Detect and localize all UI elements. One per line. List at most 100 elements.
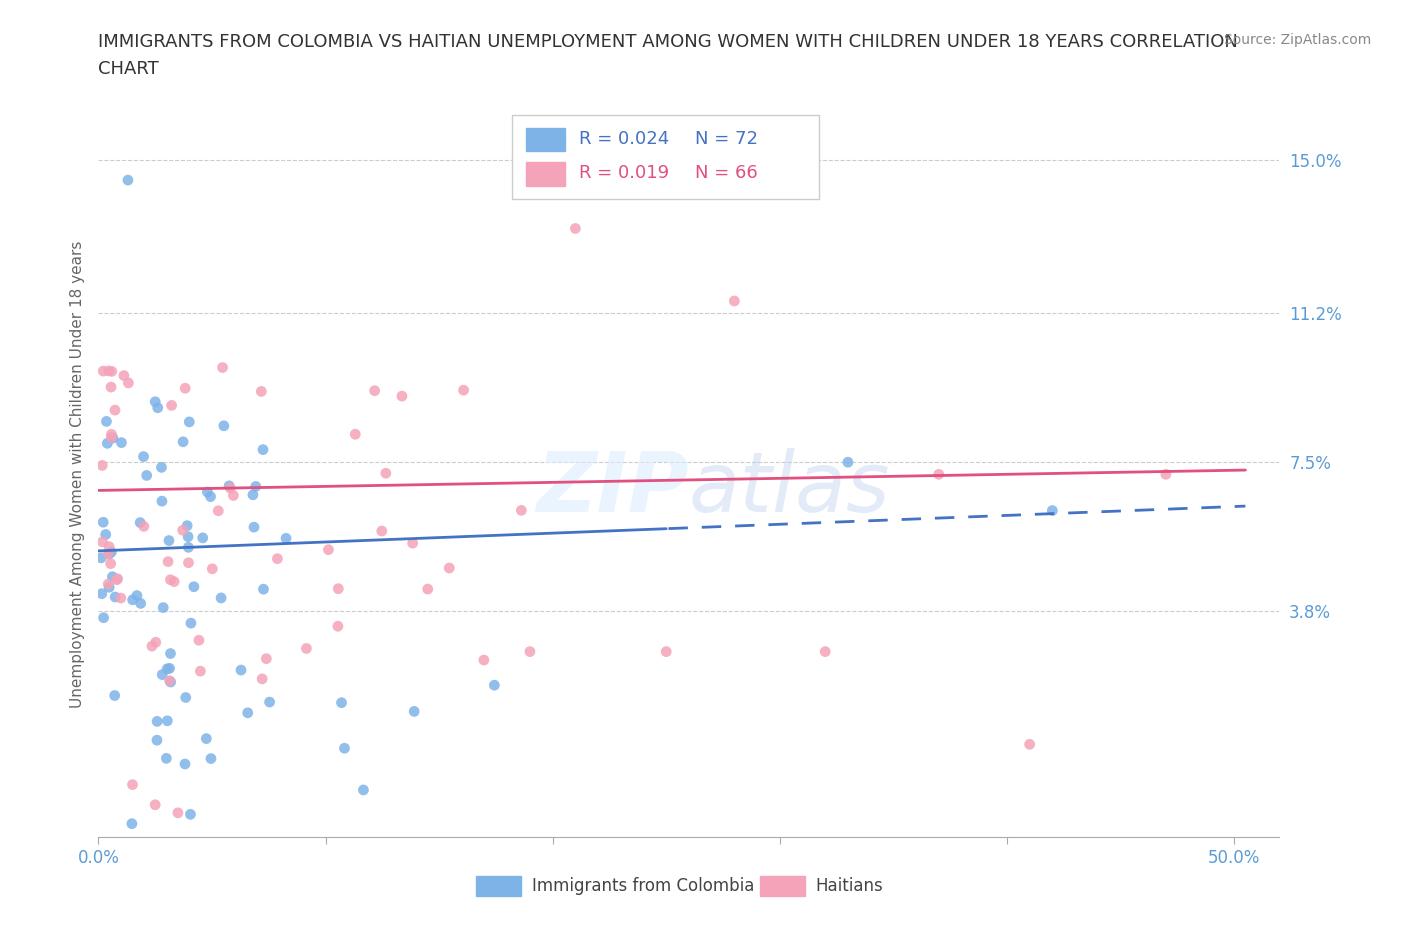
Point [91, 458, 114, 472]
Point [352, 782, 374, 797]
Point [295, 641, 318, 656]
Text: N = 66: N = 66 [695, 165, 758, 182]
Point [90, 551, 112, 565]
Point [159, 646, 181, 661]
Point [179, 807, 201, 822]
Point [100, 545, 122, 560]
Point [391, 389, 413, 404]
Point [254, 651, 277, 666]
Point [197, 485, 219, 499]
Point [159, 673, 181, 688]
Point [212, 418, 235, 433]
Point [176, 518, 198, 533]
Text: CHART: CHART [98, 60, 159, 78]
Point [250, 384, 273, 399]
Point [91, 364, 114, 379]
Point [156, 661, 179, 676]
Point [97, 577, 120, 591]
Point [129, 515, 152, 530]
Point [180, 616, 202, 631]
Point [145, 635, 167, 650]
Point [837, 455, 859, 470]
Point [177, 540, 200, 555]
Point [110, 435, 132, 450]
Point [110, 591, 132, 605]
Point [159, 661, 181, 676]
Text: Source: ZipAtlas.com: Source: ZipAtlas.com [1223, 33, 1371, 46]
Point [174, 380, 197, 395]
Point [318, 542, 340, 557]
Point [1040, 503, 1063, 518]
Point [1018, 737, 1040, 751]
Point [928, 467, 950, 482]
Point [96, 414, 118, 429]
Point [172, 523, 194, 538]
Y-axis label: Unemployment Among Women with Children Under 18 years: Unemployment Among Women with Children U… [69, 241, 84, 708]
Point [157, 554, 180, 569]
Point [104, 590, 127, 604]
Point [243, 520, 266, 535]
Point [100, 430, 122, 445]
Point [207, 503, 229, 518]
Point [404, 704, 426, 719]
Point [117, 376, 139, 391]
Bar [759, 876, 804, 897]
Point [250, 671, 273, 686]
Point [90, 586, 112, 601]
FancyBboxPatch shape [512, 115, 818, 199]
Point [135, 468, 157, 483]
Text: Haitians: Haitians [815, 877, 883, 896]
Point [98, 539, 121, 554]
Point [146, 733, 169, 748]
Bar [526, 127, 565, 152]
Point [201, 562, 224, 577]
Point [177, 529, 200, 544]
Point [97, 547, 120, 562]
Point [195, 731, 218, 746]
Point [274, 531, 297, 546]
Point [191, 530, 214, 545]
Point [245, 479, 267, 494]
Point [150, 667, 173, 682]
Point [371, 524, 394, 538]
Point [105, 572, 128, 587]
Point [472, 653, 495, 668]
Point [97, 364, 120, 379]
Point [146, 400, 169, 415]
Bar [526, 162, 565, 186]
Point [107, 571, 129, 586]
Point [330, 696, 353, 711]
Text: R = 0.024: R = 0.024 [579, 130, 669, 148]
Point [219, 481, 242, 496]
Point [200, 489, 222, 504]
Point [229, 663, 252, 678]
Point [209, 591, 232, 605]
Point [155, 751, 177, 765]
Point [150, 494, 173, 509]
Point [167, 805, 190, 820]
Point [439, 561, 461, 576]
Point [564, 221, 586, 236]
Point [143, 394, 166, 409]
Point [374, 466, 396, 481]
Point [121, 592, 143, 607]
Point [200, 751, 222, 766]
Point [101, 431, 124, 445]
Text: atlas: atlas [689, 448, 890, 529]
Point [150, 460, 173, 475]
Point [132, 449, 155, 464]
Point [655, 644, 678, 659]
Point [259, 695, 281, 710]
Point [159, 674, 181, 689]
Point [91, 515, 114, 530]
Bar [477, 876, 522, 897]
Point [156, 713, 179, 728]
Point [177, 555, 200, 570]
Point [174, 757, 197, 772]
Text: R = 0.019: R = 0.019 [579, 165, 669, 182]
Point [100, 556, 122, 571]
Point [252, 442, 274, 457]
Text: IMMIGRANTS FROM COLOMBIA VS HAITIAN UNEMPLOYMENT AMONG WOMEN WITH CHILDREN UNDER: IMMIGRANTS FROM COLOMBIA VS HAITIAN UNEM… [98, 33, 1239, 50]
Point [91, 535, 114, 550]
Point [121, 817, 143, 831]
